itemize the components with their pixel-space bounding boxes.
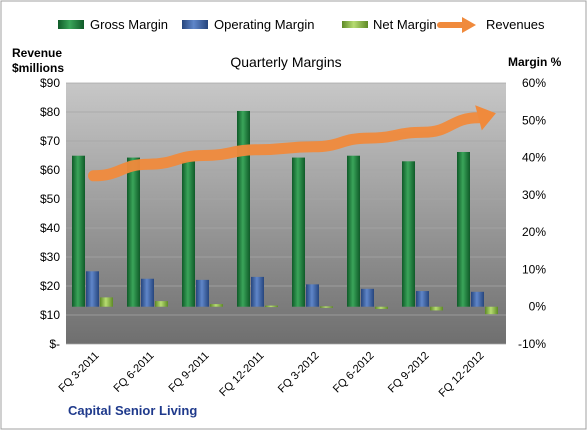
left-tick-label: $20 xyxy=(40,279,60,293)
gross-margin-bar xyxy=(182,161,195,306)
right-tick-label: 60% xyxy=(522,76,546,90)
legend-label-gross-margin: Gross Margin xyxy=(90,17,168,32)
left-tick-label: $70 xyxy=(40,134,60,148)
gross-margin-bar xyxy=(347,156,360,307)
gross-margin-bar xyxy=(457,152,470,307)
gross-margin-bar xyxy=(292,158,305,307)
legend-label-operating-margin: Operating Margin xyxy=(214,17,314,32)
gross-margin-bar xyxy=(72,156,85,307)
net-margin-bar xyxy=(100,297,113,306)
net-margin-bar xyxy=(210,304,223,307)
net-margin-bar xyxy=(320,306,333,308)
legend-swatch-gross-margin xyxy=(58,20,84,29)
operating-margin-bar xyxy=(251,277,264,307)
left-tick-label: $50 xyxy=(40,192,60,206)
legend-swatch-operating-margin xyxy=(182,20,208,29)
gross-margin-bar xyxy=(402,161,415,306)
left-tick-label: $80 xyxy=(40,105,60,119)
net-margin-bar xyxy=(265,306,278,308)
operating-margin-bar xyxy=(196,280,209,307)
legend-swatch-net-margin xyxy=(342,21,368,28)
right-tick-label: 30% xyxy=(522,188,546,202)
operating-margin-bar xyxy=(141,279,154,307)
right-tick-label: 0% xyxy=(529,300,547,314)
operating-margin-bar xyxy=(416,291,429,307)
left-tick-label: $40 xyxy=(40,221,60,235)
gross-margin-bar xyxy=(127,158,140,307)
right-tick-label: 50% xyxy=(522,113,546,127)
left-tick-label: $30 xyxy=(40,250,60,264)
legend-label-net-margin: Net Margin xyxy=(373,17,437,32)
net-margin-bar xyxy=(485,307,498,314)
right-tick-label: -10% xyxy=(518,337,546,351)
right-tick-label: 10% xyxy=(522,262,546,276)
net-margin-bar xyxy=(155,301,168,307)
net-margin-bar xyxy=(375,307,388,309)
chart-title: Quarterly Margins xyxy=(230,54,341,70)
left-axis-title-line2: $millions xyxy=(12,61,64,75)
left-tick-label: $- xyxy=(49,337,60,351)
net-margin-bar xyxy=(430,307,443,311)
operating-margin-bar xyxy=(361,289,374,307)
left-axis-title-line1: Revenue xyxy=(12,46,62,60)
left-tick-label: $10 xyxy=(40,308,60,322)
operating-margin-bar xyxy=(306,284,319,306)
right-tick-label: 40% xyxy=(522,151,546,165)
right-tick-label: 20% xyxy=(522,225,546,239)
legend-label-revenues: Revenues xyxy=(486,17,545,32)
left-tick-label: $60 xyxy=(40,163,60,177)
company-name: Capital Senior Living xyxy=(68,403,197,418)
operating-margin-bar xyxy=(471,292,484,307)
gross-margin-bar xyxy=(237,111,250,307)
left-tick-label: $90 xyxy=(40,76,60,90)
right-axis-title: Margin % xyxy=(508,55,562,69)
operating-margin-bar xyxy=(86,271,99,306)
